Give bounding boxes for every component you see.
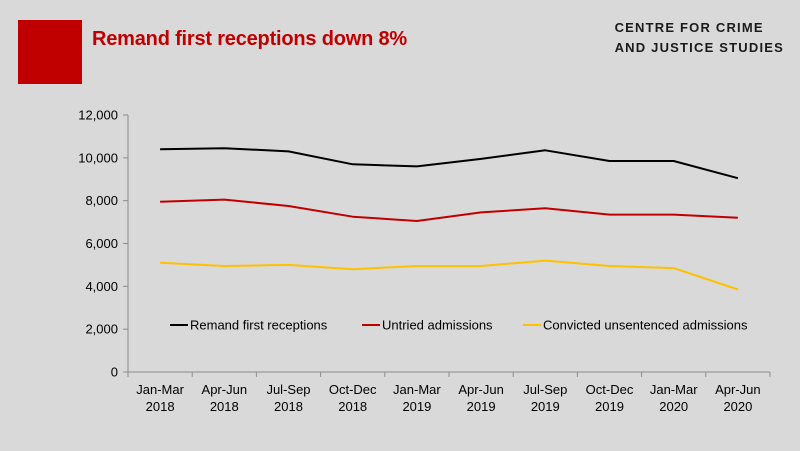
y-tick-label: 4,000 bbox=[85, 279, 118, 294]
x-tick-label: Jan-Mar 2020 bbox=[650, 382, 698, 414]
x-tick-label: Jan-Mar 2019 bbox=[393, 382, 441, 414]
x-tick-label: Oct-Dec 2018 bbox=[329, 382, 377, 414]
organisation-name: CENTRE FOR CRIME AND JUSTICE STUDIES bbox=[615, 18, 784, 58]
y-tick-label: 0 bbox=[111, 365, 118, 380]
chart-title: Remand first receptions down 8% bbox=[92, 28, 407, 50]
legend-label-1: Remand first receptions bbox=[190, 318, 328, 333]
legend-label-2: Untried admissions bbox=[382, 318, 493, 333]
y-tick-label: 2,000 bbox=[85, 322, 118, 337]
x-tick-label: Jul-Sep 2018 bbox=[266, 382, 310, 414]
x-tick-label: Jan-Mar 2018 bbox=[136, 382, 184, 414]
y-tick-label: 10,000 bbox=[78, 150, 118, 165]
series-line-3 bbox=[160, 259, 739, 291]
y-axis: 0 2,000 4,000 6,000 8,000 10,000 12,000 bbox=[78, 108, 129, 380]
organisation-name-line-1: CENTRE FOR CRIME bbox=[614, 20, 764, 35]
x-tick-label: Apr-Jun 2018 bbox=[202, 382, 248, 414]
legend: Remand first receptions Untried admission… bbox=[170, 318, 748, 333]
series-line-2 bbox=[160, 198, 738, 222]
x-tick-label: Jul-Sep 2019 bbox=[523, 382, 567, 414]
x-tick-label: Apr-Jun 2019 bbox=[458, 382, 504, 414]
legend-label-3: Convicted unsentenced admissions bbox=[543, 318, 748, 333]
x-tick-label: Apr-Jun 2020 bbox=[715, 382, 761, 414]
y-tick-label: 12,000 bbox=[78, 108, 118, 123]
y-tick-label: 6,000 bbox=[85, 236, 118, 251]
series-line-1 bbox=[160, 147, 739, 180]
organisation-name-line-2: AND JUSTICE STUDIES bbox=[614, 40, 784, 55]
x-axis: Jan-Mar 2018 Apr-Jun 2018 Jul-Sep 2018 Oct-Dec… bbox=[127, 371, 771, 414]
series-lines bbox=[160, 147, 739, 291]
y-tick-label: 8,000 bbox=[85, 193, 118, 208]
x-tick-label: Oct-Dec 2019 bbox=[586, 382, 634, 414]
brand-logo-square bbox=[18, 20, 82, 84]
